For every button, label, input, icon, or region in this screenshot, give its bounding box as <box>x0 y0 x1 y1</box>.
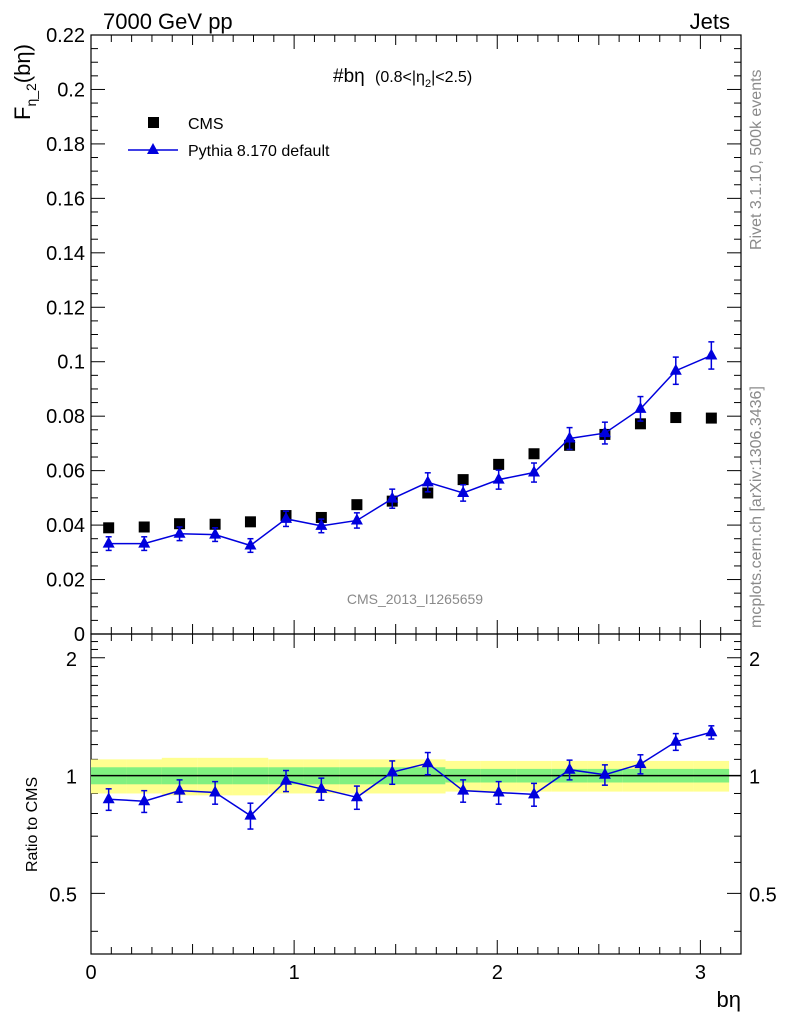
ratio-axis-ticks: 0.5 0.5 1 1 2 2 0 1 2 3 <box>49 634 777 984</box>
pythia-data-point <box>209 527 222 539</box>
main-ytick-label: 0.18 <box>46 134 85 156</box>
pythia-data-point <box>563 431 576 443</box>
ratio-data-marks <box>102 725 718 830</box>
pythia-data-point <box>421 475 434 487</box>
pythia-data-point <box>669 363 682 375</box>
cms-data-point <box>351 499 363 511</box>
analysis-watermark: CMS_2013_I1265659 <box>347 591 483 607</box>
ratio-ytick-label-left: 0.5 <box>49 884 77 906</box>
cms-data-point <box>634 418 646 430</box>
main-ytick-label: 0.1 <box>57 352 85 374</box>
x-tick-label: 2 <box>492 962 503 984</box>
ratio-data-point <box>634 757 647 769</box>
rivet-version-label: Rivet 3.1.10, 500k events <box>748 69 765 250</box>
ratio-pythia-line <box>108 731 712 817</box>
main-ytick-label: 0.08 <box>46 406 85 428</box>
plot-title-cut-end: |<2.5) <box>431 69 472 86</box>
legend-cms-label: CMS <box>188 116 224 133</box>
header-jets-label: Jets <box>690 9 730 34</box>
cms-data-point <box>493 458 505 470</box>
plot-title-main: #bη <box>333 66 365 87</box>
pythia-data-point <box>705 348 718 360</box>
cms-data-point <box>209 518 221 530</box>
cms-data-point <box>103 522 115 534</box>
plot-title-cut-sub: 2 <box>425 78 431 90</box>
legend-pythia-label: Pythia 8.170 default <box>188 143 330 160</box>
cms-data-point <box>174 518 186 530</box>
header-energy-label: 7000 GeV pp <box>103 9 233 34</box>
pythia-data-point <box>598 426 611 438</box>
pythia-data-point <box>102 536 115 548</box>
main-data-marks <box>102 341 718 554</box>
main-ytick-label: 0.06 <box>46 461 85 483</box>
ratio-data-point <box>209 785 222 797</box>
ratio-ytick-label-right: 0.5 <box>749 884 777 906</box>
pythia-data-point <box>457 485 470 497</box>
plot-title-cut: (0.8<|η <box>375 69 425 86</box>
pythia-data-point <box>315 518 328 530</box>
y-axis-label-f: F <box>10 107 35 120</box>
y-axis-label-sub: η_2 <box>23 83 39 107</box>
ratio-data-point <box>280 773 292 785</box>
ratio-data-point <box>244 808 257 820</box>
ratio-data-point <box>386 765 399 777</box>
main-axis-ticks: 0 0.02 0.04 0.06 0.08 0.1 0.12 0.14 0.16 0.18 0.2 0… <box>46 25 742 646</box>
plot-title: #bη (0.8<|η2|<2.5) <box>333 66 472 90</box>
ratio-data-point <box>457 783 470 795</box>
pythia-data-point <box>492 472 505 484</box>
main-ytick-label: 0 <box>74 624 85 646</box>
ratio-data-point <box>315 781 328 793</box>
ratio-data-point <box>563 762 576 774</box>
pythia-data-point <box>386 491 399 503</box>
main-ytick-label: 0.12 <box>46 297 85 319</box>
cms-data-point <box>528 448 540 460</box>
main-ytick-label: 0.16 <box>46 188 85 210</box>
ratio-data-point <box>492 785 505 797</box>
ratio-data-point <box>138 794 151 806</box>
ratio-data-point <box>421 756 434 768</box>
ratio-data-point <box>705 725 718 737</box>
cms-data-point <box>244 516 256 528</box>
cms-data-point <box>422 487 434 499</box>
ratio-data-point <box>598 767 611 779</box>
x-tick-label: 0 <box>85 962 96 984</box>
ratio-data-point <box>173 783 186 795</box>
y-axis-label-ratio: Ratio to CMS <box>24 777 41 872</box>
ratio-ytick-label-right: 2 <box>749 649 760 671</box>
ratio-data-point <box>102 792 115 804</box>
ratio-data-point <box>528 787 541 799</box>
pythia-data-point <box>634 401 647 413</box>
cms-data-point <box>705 412 717 424</box>
main-ytick-label: 0.02 <box>46 570 85 592</box>
pythia-data-point <box>350 513 363 525</box>
x-tick-label: 3 <box>695 962 706 984</box>
cms-data-point <box>315 511 327 523</box>
main-ytick-label: 0.22 <box>46 25 85 47</box>
y-axis-label-main: Fη_2(bη) <box>10 44 39 120</box>
legend-pythia-marker <box>147 143 159 154</box>
ratio-ytick-label-left: 1 <box>66 767 77 789</box>
pythia-data-point <box>528 465 541 477</box>
pythia-data-point <box>173 526 186 538</box>
mcplots-reference-label: mcplots.cern.ch [arXiv:1306.3436] <box>748 386 765 628</box>
ratio-data-point <box>350 790 363 802</box>
y-axis-label-arg: (bη) <box>10 44 35 83</box>
main-ytick-label: 0.2 <box>57 79 85 101</box>
cms-data-point <box>457 474 469 486</box>
x-axis-label: bη <box>717 987 741 1012</box>
pythia-line <box>108 354 712 547</box>
pythia-data-point <box>244 538 257 550</box>
cms-data-point <box>138 521 150 533</box>
x-tick-label: 1 <box>289 962 300 984</box>
main-ytick-label: 0.04 <box>46 515 85 537</box>
legend-cms-marker <box>148 117 159 128</box>
ratio-data-point <box>669 734 682 746</box>
main-ytick-label: 0.14 <box>46 243 85 265</box>
pythia-data-point <box>280 511 292 523</box>
pythia-data-point <box>138 536 151 548</box>
ratio-ytick-label-right: 1 <box>749 767 760 789</box>
ratio-ytick-label-left: 2 <box>66 649 77 671</box>
cms-data-point <box>670 412 682 424</box>
